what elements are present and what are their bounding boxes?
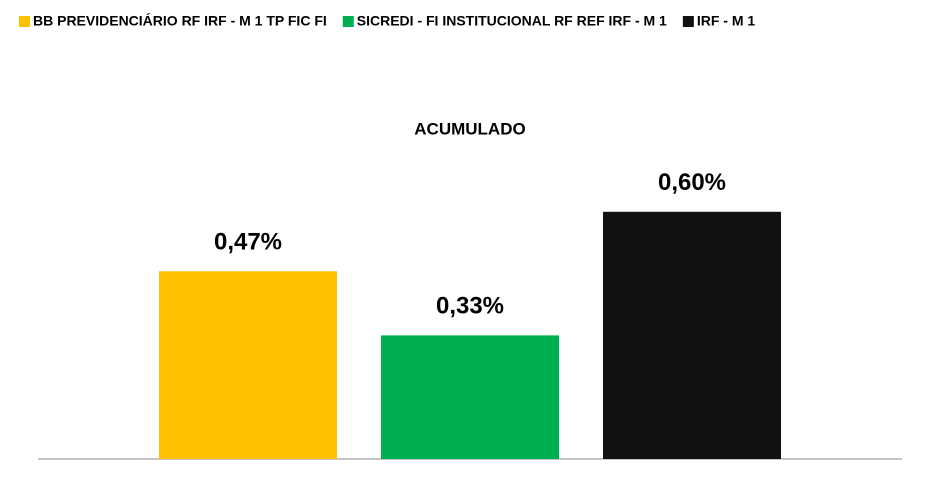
legend-swatch bbox=[342, 16, 354, 27]
legend-swatch bbox=[19, 16, 30, 27]
legend-label: BB PREVIDENCIÁRIO RF IRF - M 1 TP FIC FI bbox=[33, 13, 327, 29]
value-label: 0,47% bbox=[214, 229, 282, 256]
legend-label: IRF - M 1 bbox=[697, 13, 756, 29]
bar bbox=[381, 335, 559, 459]
bar bbox=[603, 211, 781, 459]
legend-label: SICREDI - FI INSTITUCIONAL RF REF IRF - … bbox=[357, 13, 667, 29]
category-label: ACUMULADO bbox=[414, 119, 525, 138]
bar bbox=[159, 271, 337, 459]
legend-swatch bbox=[682, 16, 694, 27]
value-label: 0,33% bbox=[436, 293, 504, 320]
value-label: 0,60% bbox=[658, 169, 726, 196]
